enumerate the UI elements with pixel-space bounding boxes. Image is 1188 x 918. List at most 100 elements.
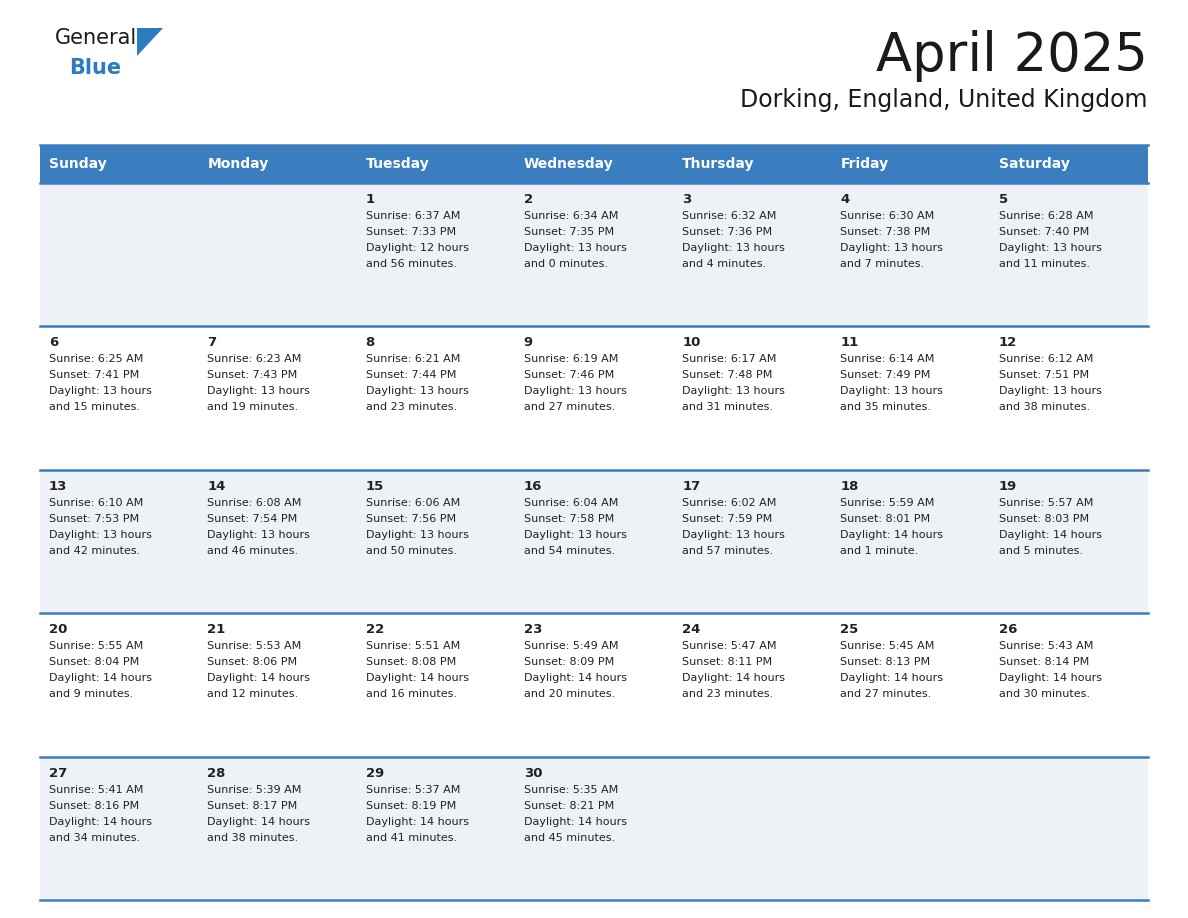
- Text: Daylight: 13 hours: Daylight: 13 hours: [840, 243, 943, 253]
- Bar: [198, 756, 356, 900]
- Text: and 7 minutes.: and 7 minutes.: [840, 259, 924, 269]
- Text: Sunset: 8:21 PM: Sunset: 8:21 PM: [524, 800, 614, 811]
- Text: 29: 29: [366, 767, 384, 779]
- Text: Sunset: 7:56 PM: Sunset: 7:56 PM: [366, 514, 456, 524]
- Bar: [990, 613, 1148, 756]
- Bar: [514, 613, 674, 756]
- Bar: [40, 183, 198, 327]
- Text: Sunset: 7:35 PM: Sunset: 7:35 PM: [524, 227, 614, 237]
- Text: 21: 21: [207, 623, 226, 636]
- Text: Daylight: 14 hours: Daylight: 14 hours: [840, 673, 943, 683]
- Bar: [198, 613, 356, 756]
- Bar: [40, 756, 198, 900]
- Text: 7: 7: [207, 336, 216, 350]
- Text: Sunset: 7:49 PM: Sunset: 7:49 PM: [840, 370, 931, 380]
- Text: Sunset: 8:13 PM: Sunset: 8:13 PM: [840, 657, 930, 667]
- Text: Sunrise: 6:17 AM: Sunrise: 6:17 AM: [682, 354, 777, 364]
- Text: Sunrise: 6:06 AM: Sunrise: 6:06 AM: [366, 498, 460, 508]
- Text: Sunrise: 5:43 AM: Sunrise: 5:43 AM: [999, 641, 1093, 651]
- Text: 26: 26: [999, 623, 1017, 636]
- Text: 20: 20: [49, 623, 68, 636]
- Text: Sunrise: 5:59 AM: Sunrise: 5:59 AM: [840, 498, 935, 508]
- Text: Daylight: 13 hours: Daylight: 13 hours: [207, 530, 310, 540]
- Text: Daylight: 13 hours: Daylight: 13 hours: [682, 530, 785, 540]
- Text: and 42 minutes.: and 42 minutes.: [49, 546, 140, 555]
- Bar: [832, 613, 990, 756]
- Text: Sunrise: 5:55 AM: Sunrise: 5:55 AM: [49, 641, 144, 651]
- Text: Sunrise: 6:08 AM: Sunrise: 6:08 AM: [207, 498, 302, 508]
- Text: and 56 minutes.: and 56 minutes.: [366, 259, 456, 269]
- Text: Sunset: 7:33 PM: Sunset: 7:33 PM: [366, 227, 456, 237]
- Text: and 57 minutes.: and 57 minutes.: [682, 546, 773, 555]
- Text: Sunrise: 5:45 AM: Sunrise: 5:45 AM: [840, 641, 935, 651]
- Text: Sunset: 7:43 PM: Sunset: 7:43 PM: [207, 370, 297, 380]
- Text: Sunset: 7:36 PM: Sunset: 7:36 PM: [682, 227, 772, 237]
- Bar: [40, 145, 198, 183]
- Text: and 1 minute.: and 1 minute.: [840, 546, 918, 555]
- Text: and 19 minutes.: and 19 minutes.: [207, 402, 298, 412]
- Text: Daylight: 13 hours: Daylight: 13 hours: [524, 386, 627, 397]
- Text: and 16 minutes.: and 16 minutes.: [366, 689, 456, 700]
- Text: Daylight: 14 hours: Daylight: 14 hours: [207, 817, 310, 826]
- Text: Daylight: 13 hours: Daylight: 13 hours: [682, 386, 785, 397]
- Text: and 23 minutes.: and 23 minutes.: [366, 402, 456, 412]
- Text: 9: 9: [524, 336, 533, 350]
- Text: and 35 minutes.: and 35 minutes.: [840, 402, 931, 412]
- Text: 19: 19: [999, 480, 1017, 493]
- Text: Sunset: 8:09 PM: Sunset: 8:09 PM: [524, 657, 614, 667]
- Text: Daylight: 14 hours: Daylight: 14 hours: [49, 817, 152, 826]
- Text: Thursday: Thursday: [682, 157, 754, 171]
- Text: Friday: Friday: [840, 157, 889, 171]
- Bar: [356, 145, 514, 183]
- Text: Sunset: 7:38 PM: Sunset: 7:38 PM: [840, 227, 930, 237]
- Text: 2: 2: [524, 193, 533, 206]
- Text: and 4 minutes.: and 4 minutes.: [682, 259, 766, 269]
- Text: 22: 22: [366, 623, 384, 636]
- Text: Sunset: 7:59 PM: Sunset: 7:59 PM: [682, 514, 772, 524]
- Bar: [832, 145, 990, 183]
- Text: Sunrise: 5:51 AM: Sunrise: 5:51 AM: [366, 641, 460, 651]
- Text: Sunset: 8:14 PM: Sunset: 8:14 PM: [999, 657, 1089, 667]
- Text: Daylight: 13 hours: Daylight: 13 hours: [366, 530, 468, 540]
- Text: Sunrise: 6:23 AM: Sunrise: 6:23 AM: [207, 354, 302, 364]
- Text: and 5 minutes.: and 5 minutes.: [999, 546, 1082, 555]
- Bar: [990, 145, 1148, 183]
- Text: Sunrise: 5:57 AM: Sunrise: 5:57 AM: [999, 498, 1093, 508]
- Bar: [198, 327, 356, 470]
- Text: and 46 minutes.: and 46 minutes.: [207, 546, 298, 555]
- Text: Daylight: 13 hours: Daylight: 13 hours: [524, 243, 627, 253]
- Text: Sunset: 7:58 PM: Sunset: 7:58 PM: [524, 514, 614, 524]
- Text: Daylight: 13 hours: Daylight: 13 hours: [49, 386, 152, 397]
- Text: 8: 8: [366, 336, 375, 350]
- Text: Daylight: 12 hours: Daylight: 12 hours: [366, 243, 468, 253]
- Text: Daylight: 14 hours: Daylight: 14 hours: [999, 530, 1101, 540]
- Text: 27: 27: [49, 767, 68, 779]
- Text: and 0 minutes.: and 0 minutes.: [524, 259, 608, 269]
- Text: 15: 15: [366, 480, 384, 493]
- Bar: [832, 327, 990, 470]
- Text: 18: 18: [840, 480, 859, 493]
- Text: Blue: Blue: [69, 58, 121, 78]
- Text: Daylight: 14 hours: Daylight: 14 hours: [524, 673, 627, 683]
- Text: and 50 minutes.: and 50 minutes.: [366, 546, 456, 555]
- Bar: [674, 756, 832, 900]
- Text: Daylight: 13 hours: Daylight: 13 hours: [524, 530, 627, 540]
- Text: 12: 12: [999, 336, 1017, 350]
- Bar: [198, 470, 356, 613]
- Text: and 20 minutes.: and 20 minutes.: [524, 689, 615, 700]
- Text: Sunrise: 5:41 AM: Sunrise: 5:41 AM: [49, 785, 144, 795]
- Text: Daylight: 13 hours: Daylight: 13 hours: [999, 243, 1101, 253]
- Text: and 27 minutes.: and 27 minutes.: [840, 689, 931, 700]
- Text: and 34 minutes.: and 34 minutes.: [49, 833, 140, 843]
- Text: Sunrise: 6:12 AM: Sunrise: 6:12 AM: [999, 354, 1093, 364]
- Text: Sunrise: 6:21 AM: Sunrise: 6:21 AM: [366, 354, 460, 364]
- Text: and 27 minutes.: and 27 minutes.: [524, 402, 615, 412]
- Text: Sunrise: 6:30 AM: Sunrise: 6:30 AM: [840, 211, 935, 221]
- Bar: [674, 327, 832, 470]
- Text: Daylight: 14 hours: Daylight: 14 hours: [999, 673, 1101, 683]
- Text: 25: 25: [840, 623, 859, 636]
- Text: and 11 minutes.: and 11 minutes.: [999, 259, 1089, 269]
- Text: Sunset: 7:54 PM: Sunset: 7:54 PM: [207, 514, 297, 524]
- Text: Daylight: 14 hours: Daylight: 14 hours: [682, 673, 785, 683]
- Text: Wednesday: Wednesday: [524, 157, 614, 171]
